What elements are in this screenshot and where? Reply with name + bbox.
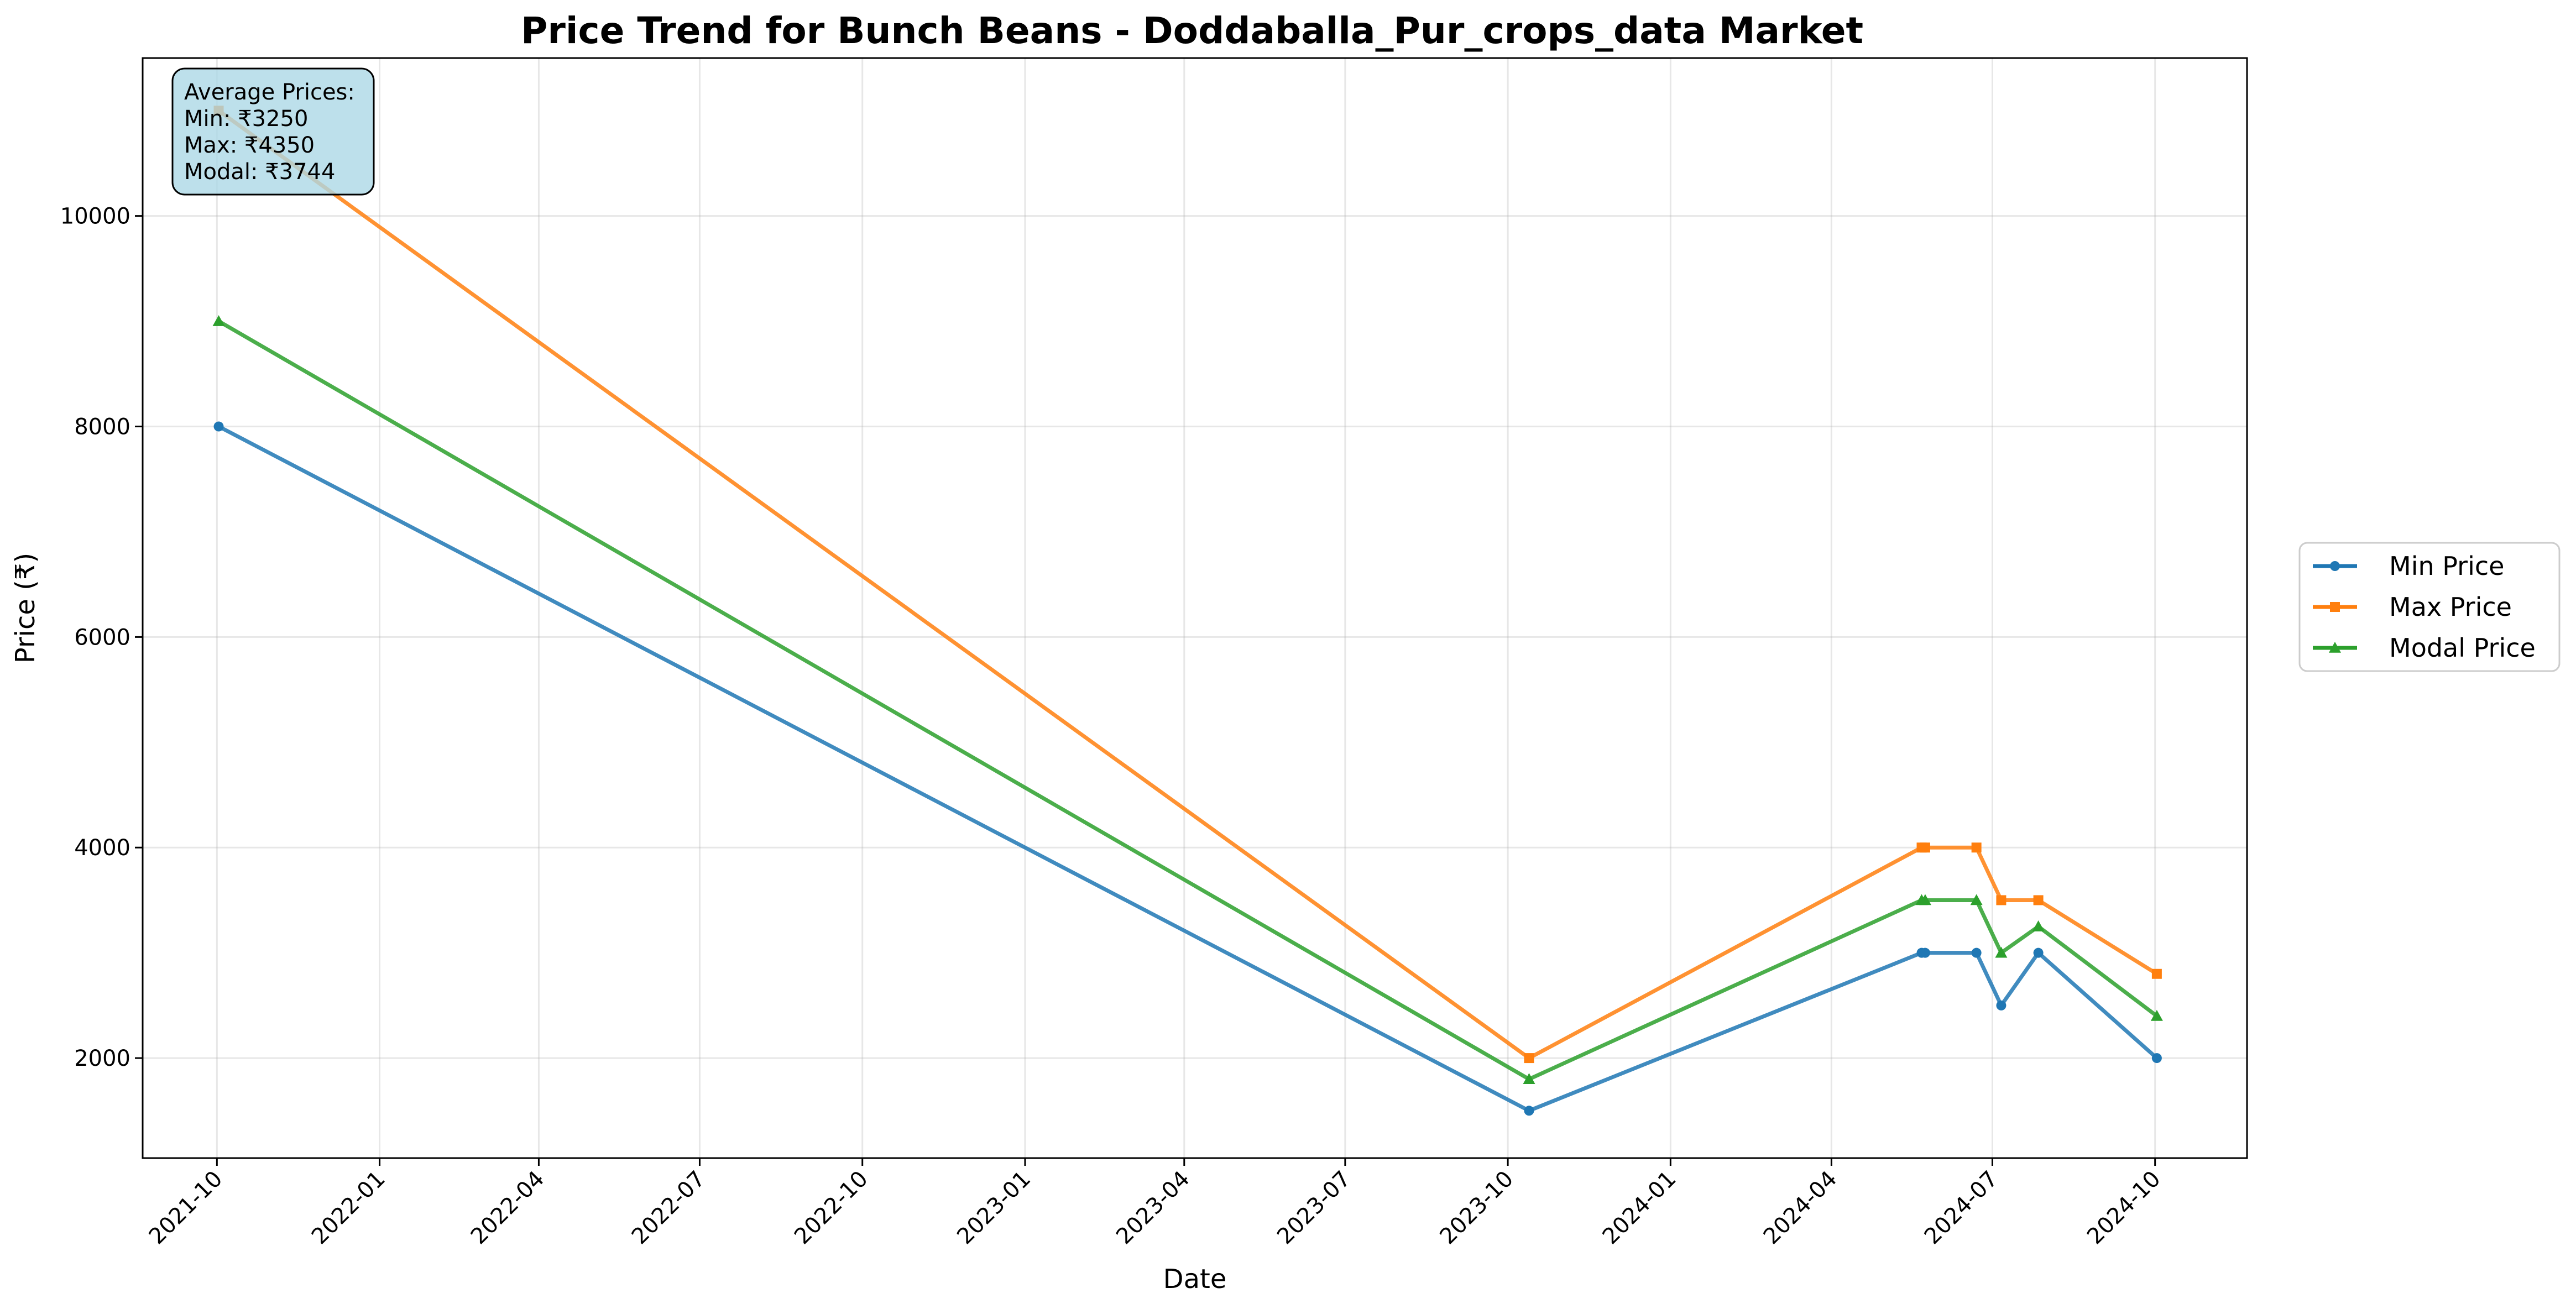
x-tick-label: 2023-10	[1435, 1166, 1518, 1250]
y-tick-label: 6000	[74, 625, 130, 650]
modal-price-legend-marker	[2329, 642, 2341, 653]
y-tick-label: 4000	[74, 835, 130, 861]
x-tick-label: 2022-10	[790, 1166, 873, 1250]
x-tick-label: 2023-07	[1272, 1166, 1356, 1250]
plot-frame	[142, 57, 2248, 1159]
min-price-point	[2033, 947, 2044, 958]
max-price-legend-label: Max Price	[2389, 592, 2512, 622]
axis-ticks: 2021-10 2022-01 2022-04 2022-07 2022-10 2023-…	[60, 204, 2166, 1250]
y-tick-label: 2000	[74, 1046, 130, 1071]
modal-price-line	[217, 320, 2158, 1081]
modal-price-point	[2150, 1009, 2163, 1021]
modal-price-point	[212, 315, 225, 326]
modal-price-point	[1970, 894, 1983, 905]
min-price-line	[217, 425, 2159, 1113]
max-price-legend-marker	[2330, 602, 2340, 612]
y-tick-label: 8000	[74, 415, 130, 440]
modal-price-legend-label: Modal Price	[2389, 633, 2536, 663]
average-prices-box-frame	[171, 67, 375, 196]
modal-price-point	[1995, 946, 2008, 958]
max-price-point	[1996, 895, 2007, 905]
x-tick-label: 2021-10	[144, 1166, 228, 1250]
modal-price-point	[1919, 894, 1931, 905]
modal-price-series	[212, 315, 2163, 1084]
min-price-point	[1524, 1106, 1534, 1116]
max-price-series	[213, 106, 2162, 1064]
average-prices-box: Average Prices: Min: ₹3250 Max: ₹4350 Mo…	[171, 67, 375, 196]
min-price-series	[213, 421, 2162, 1116]
max-price-point	[2033, 895, 2044, 905]
y-tick-label: 10000	[60, 204, 130, 229]
max-price-point	[1971, 842, 1982, 853]
max-price-point	[1524, 1053, 1534, 1064]
average-prices-heading: Average Prices:	[184, 80, 355, 105]
average-min-price: Min: ₹3250	[184, 106, 308, 132]
average-modal-price: Modal: ₹3744	[184, 159, 335, 185]
max-price-line	[217, 109, 2158, 1060]
min-price-point	[2151, 1053, 2162, 1064]
min-price-point	[213, 421, 224, 432]
x-tick-label: 2024-07	[1920, 1166, 2003, 1250]
average-max-price: Max: ₹4350	[184, 133, 315, 158]
modal-price-point	[2032, 920, 2045, 931]
x-axis-label: Date	[1163, 1264, 1227, 1295]
x-tick-label: 2024-01	[1598, 1166, 1681, 1250]
min-price-point	[1996, 1000, 2007, 1010]
x-tick-label: 2024-04	[1759, 1166, 1842, 1250]
max-price-point	[2151, 968, 2162, 979]
modal-price-point	[1523, 1073, 1535, 1084]
y-axis-label: Price (₹)	[10, 553, 41, 663]
min-price-point	[1971, 947, 1982, 958]
chart-title: Price Trend for Bunch Beans - Doddaballa…	[521, 9, 1863, 52]
legend: Min Price Max Price Modal Price	[2298, 542, 2561, 672]
grid	[143, 58, 2247, 1158]
min-price-legend-label: Min Price	[2389, 551, 2504, 581]
x-tick-label: 2022-07	[627, 1166, 710, 1250]
legend-frame	[2298, 542, 2561, 672]
x-tick-label: 2023-04	[1111, 1166, 1195, 1250]
x-tick-label: 2022-01	[307, 1166, 390, 1250]
series-lines	[212, 106, 2163, 1116]
x-tick-label: 2023-01	[952, 1166, 1036, 1250]
x-tick-label: 2022-04	[466, 1166, 550, 1250]
min-price-point	[1920, 947, 1930, 958]
min-price-legend-marker	[2330, 561, 2340, 571]
max-price-point	[1920, 842, 1930, 853]
x-tick-label: 2024-10	[2082, 1166, 2166, 1250]
